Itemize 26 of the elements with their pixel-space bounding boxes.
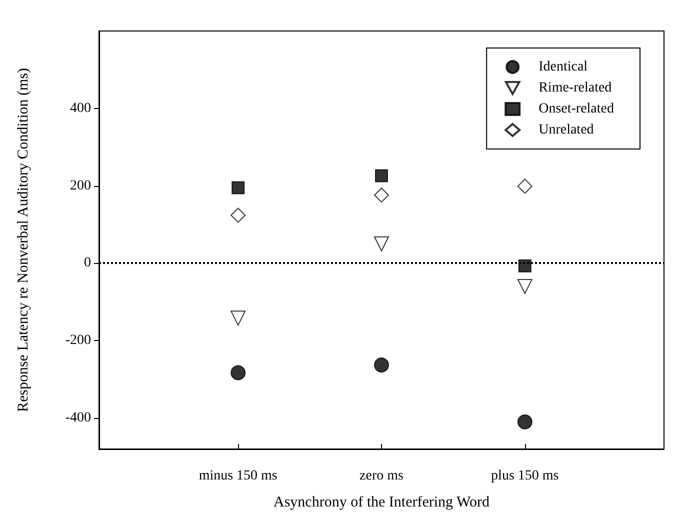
point xyxy=(230,365,246,380)
point xyxy=(230,310,246,326)
point xyxy=(374,358,389,373)
legend-label: Unrelated xyxy=(538,122,594,138)
x-axis-title: Asynchrony of the Interfering Word xyxy=(274,494,490,510)
point xyxy=(232,181,245,194)
point xyxy=(517,414,532,430)
y-tick-label: 200 xyxy=(70,178,91,194)
y-axis-title: Response Latency re Nonverbal Auditory Condition (ms) xyxy=(16,68,32,412)
y-tick-label: 0 xyxy=(84,256,91,271)
point xyxy=(374,188,389,203)
y-tick-label: -400 xyxy=(65,410,91,426)
point xyxy=(375,169,388,182)
y-tick-label: 400 xyxy=(70,100,91,116)
x-tick-label: minus 150 ms xyxy=(198,468,278,484)
legend-label: Rime-related xyxy=(538,80,612,96)
legend-label: Onset-related xyxy=(538,102,614,116)
point xyxy=(374,236,389,252)
point xyxy=(517,278,532,294)
point xyxy=(518,259,532,272)
x-tick-label: zero ms xyxy=(360,468,404,484)
legend-label: Identical xyxy=(538,60,588,74)
point xyxy=(517,178,532,194)
x-tick-label: plus 150 ms xyxy=(491,468,559,484)
point xyxy=(230,208,246,223)
y-tick-label: -200 xyxy=(65,333,91,348)
